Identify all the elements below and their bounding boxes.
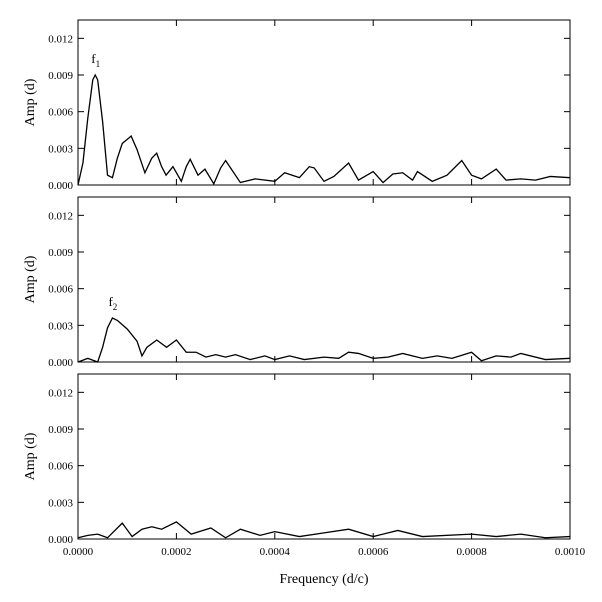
annotation-text: f — [108, 294, 113, 309]
y-tick-label: 0.012 — [48, 387, 73, 399]
spectrum-line — [77, 317, 571, 363]
annotation-subscript: 1 — [96, 59, 101, 69]
y-tick-label: 0.000 — [48, 534, 73, 546]
x-axis-label: Frequency (d/c) — [279, 572, 368, 587]
y-axis-label: Amp (d) — [23, 432, 38, 480]
y-tick-label: 0.003 — [48, 320, 73, 332]
spectrum-line — [77, 521, 571, 539]
y-tick-label: 0.009 — [48, 70, 73, 82]
x-tick-label: 0.0000 — [63, 546, 94, 558]
y-tick-label: 0.003 — [48, 143, 73, 155]
y-tick-label: 0.006 — [48, 107, 73, 119]
y-tick-label: 0.006 — [48, 284, 73, 296]
x-tick-label: 0.0006 — [358, 546, 389, 558]
x-tick-label: 0.0010 — [555, 546, 586, 558]
y-tick-label: 0.012 — [48, 33, 73, 45]
y-tick-label: 0.000 — [48, 180, 73, 192]
annotation-subscript: 2 — [113, 302, 118, 312]
y-tick-label: 0.012 — [48, 210, 73, 222]
panel-frame — [77, 373, 571, 540]
spectrum-line — [77, 73, 571, 186]
y-tick-label: 0.009 — [48, 247, 73, 259]
y-axis-label: Amp (d) — [23, 78, 38, 126]
peak-annotation: f2 — [108, 294, 117, 312]
x-tick-label: 0.0002 — [161, 546, 191, 558]
panel-frame — [77, 196, 571, 363]
y-tick-label: 0.000 — [48, 357, 73, 369]
x-tick-label: 0.0004 — [260, 546, 291, 558]
peak-annotation: f1 — [91, 51, 100, 69]
x-tick-label: 0.0008 — [456, 546, 487, 558]
y-tick-label: 0.009 — [48, 424, 73, 436]
y-axis-label: Amp (d) — [23, 255, 38, 303]
annotation-text: f — [91, 51, 96, 66]
y-tick-label: 0.006 — [48, 461, 73, 473]
y-tick-label: 0.003 — [48, 497, 73, 509]
panel-frame — [77, 19, 571, 186]
